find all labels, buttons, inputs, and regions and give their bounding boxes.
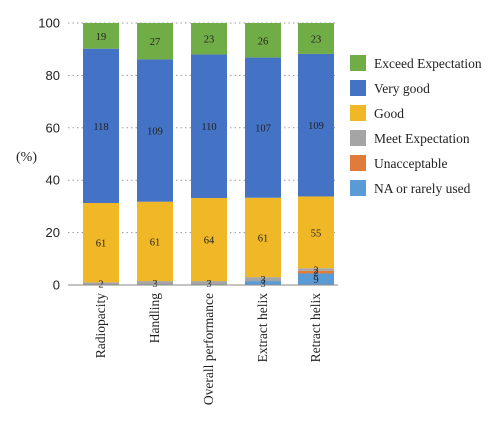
data-label: 107 [255,124,271,135]
bar-segment [298,270,334,274]
bar-segment [83,282,119,285]
data-label: 109 [147,127,163,138]
data-label: 19 [96,32,107,43]
bar-segment [298,273,334,285]
bar-segment [137,23,173,60]
y-tick-label: 60 [46,120,60,135]
legend: Exceed Expectation Very good Good Meet Expe… [350,55,482,196]
bar-segment [245,277,281,282]
data-label: 64 [204,236,215,247]
data-label: 110 [201,122,216,133]
legend-swatch [350,155,366,171]
bars [83,23,334,285]
bar-segment [137,281,173,285]
data-label: 23 [311,34,322,45]
category-label: Handling [147,293,162,343]
legend-swatch [350,80,366,96]
bar-segment [245,23,281,58]
y-tick-label: 40 [46,173,60,188]
x-axis-category-labels: Radiopacity Handling Overall performance Ex… [93,293,323,405]
data-labels: 2611181936110927364110233361107269225510… [93,32,324,291]
legend-label: Good [374,106,404,121]
bar-segment [298,23,334,54]
bar-segment [245,281,281,285]
bar-segment [245,57,281,198]
data-label: 23 [204,35,215,46]
bar-segment [298,196,334,269]
data-label: 118 [93,122,108,133]
data-label: 26 [258,36,269,47]
data-label: 27 [150,37,161,48]
legend-label: Meet Expectation [374,131,470,146]
bar-segment [83,23,119,49]
data-label: 61 [150,237,161,248]
data-label: 61 [96,239,107,250]
y-axis-ticks: 0 20 40 60 80 100 [38,16,60,293]
category-label: Overall performance [201,293,216,405]
bar-segment [83,202,119,283]
legend-label: Exceed Expectation [374,56,482,71]
data-label: 109 [308,121,324,132]
y-tick-label: 0 [53,278,60,293]
legend-swatch [350,180,366,196]
legend-swatch [350,130,366,146]
bar-segment [298,268,334,271]
legend-swatch [350,55,366,71]
bar-segment [191,281,227,285]
bar-segment [191,198,227,282]
y-tick-label: 20 [46,225,60,240]
y-tick-label: 100 [38,16,60,31]
legend-label: Very good [374,81,430,96]
category-label: Extract helix [255,293,270,363]
data-label: 55 [311,228,322,239]
legend-label: NA or rarely used [374,181,471,196]
bar-segment [137,59,173,202]
bar-segment [191,23,227,55]
bar-segment [137,201,173,282]
y-tick-label: 80 [46,68,60,83]
data-label: 2 [313,268,318,279]
category-label: Retract helix [308,293,323,363]
bar-segment [83,48,119,203]
data-label: 9 [313,275,318,286]
data-label: 61 [258,233,269,244]
data-label: 2 [313,266,318,277]
legend-swatch [350,105,366,121]
category-label: Radiopacity [93,293,108,358]
bar-segment [191,54,227,199]
bar-segment [245,197,281,278]
data-label: 3 [260,275,265,286]
legend-label: Unacceptable [374,156,447,171]
y-axis-title: (%) [16,150,37,165]
bar-segment [298,53,334,197]
